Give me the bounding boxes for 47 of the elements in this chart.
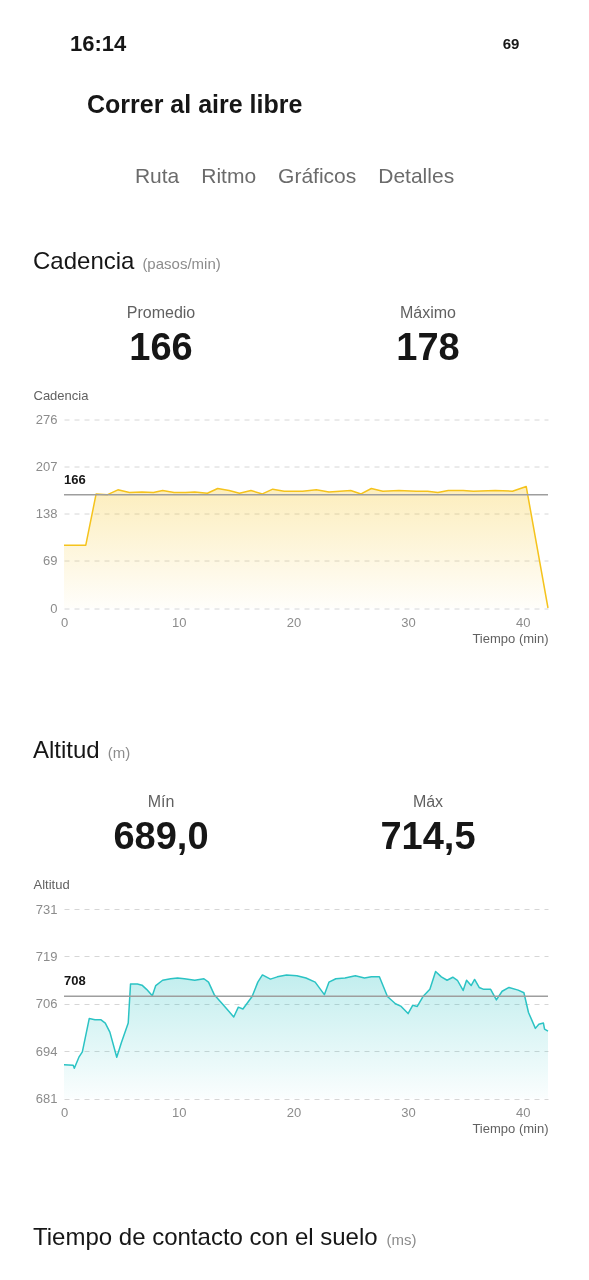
y-tick-label: 138 <box>35 506 58 522</box>
text: 714,5 <box>380 815 476 857</box>
text: Detalles <box>378 164 455 187</box>
text: Tiempo de contacto con el suelo <box>33 1223 378 1250</box>
text: Máximo <box>399 304 457 321</box>
chart-title: Altitud <box>33 736 100 763</box>
text: Máx <box>412 793 444 810</box>
x-tick-label: 0 <box>60 1105 69 1120</box>
x-tick-label: 40 <box>516 1105 531 1120</box>
y-tick-label: 706 <box>35 996 58 1012</box>
text: Ruta <box>134 164 180 187</box>
y-axis-title: Cadencia <box>33 387 90 403</box>
text: Ritmo <box>201 164 257 187</box>
text: (ms) <box>386 1231 417 1248</box>
y-tick-label: 731 <box>35 901 58 917</box>
text: 69 <box>502 35 520 52</box>
chart-subtitle: (m) <box>107 744 131 761</box>
text: Gráficos <box>278 164 357 187</box>
x-tick-label: 30 <box>401 614 416 630</box>
text: 178 <box>396 326 460 368</box>
x-tick-label: 20 <box>286 1105 302 1120</box>
x-tick-label: 10 <box>171 1105 187 1120</box>
chart-title: Cadencia <box>33 247 136 274</box>
x-tick-label: 0 <box>60 614 69 630</box>
text: Correr al aire libre <box>87 90 303 118</box>
x-tick-label: 10 <box>171 614 187 630</box>
y-tick-label: 0 <box>50 600 58 616</box>
text: 16:14 <box>70 31 128 56</box>
chart-subtitle: (pasos/min) <box>142 255 221 272</box>
x-axis-title: Tiempo (min) <box>472 630 549 646</box>
y-tick-label: 694 <box>35 1043 58 1059</box>
y-axis-title: Altitud <box>33 877 70 892</box>
y-tick-label: 69 <box>43 553 58 569</box>
y-tick-label: 681 <box>35 1091 58 1106</box>
text: 689,0 <box>113 815 209 857</box>
ref-line-label: 708 <box>64 973 86 989</box>
text: Mín <box>147 793 175 810</box>
text: Promedio <box>126 304 196 321</box>
y-tick-label: 276 <box>35 412 58 427</box>
ref-line-label: 166 <box>64 471 86 487</box>
text: 166 <box>129 326 193 368</box>
y-tick-label: 207 <box>35 459 58 475</box>
x-axis-title: Tiempo (min) <box>472 1121 549 1136</box>
y-tick-label: 719 <box>35 948 58 964</box>
x-tick-label: 30 <box>401 1105 416 1120</box>
x-tick-label: 40 <box>516 614 531 630</box>
x-tick-label: 20 <box>286 614 302 630</box>
